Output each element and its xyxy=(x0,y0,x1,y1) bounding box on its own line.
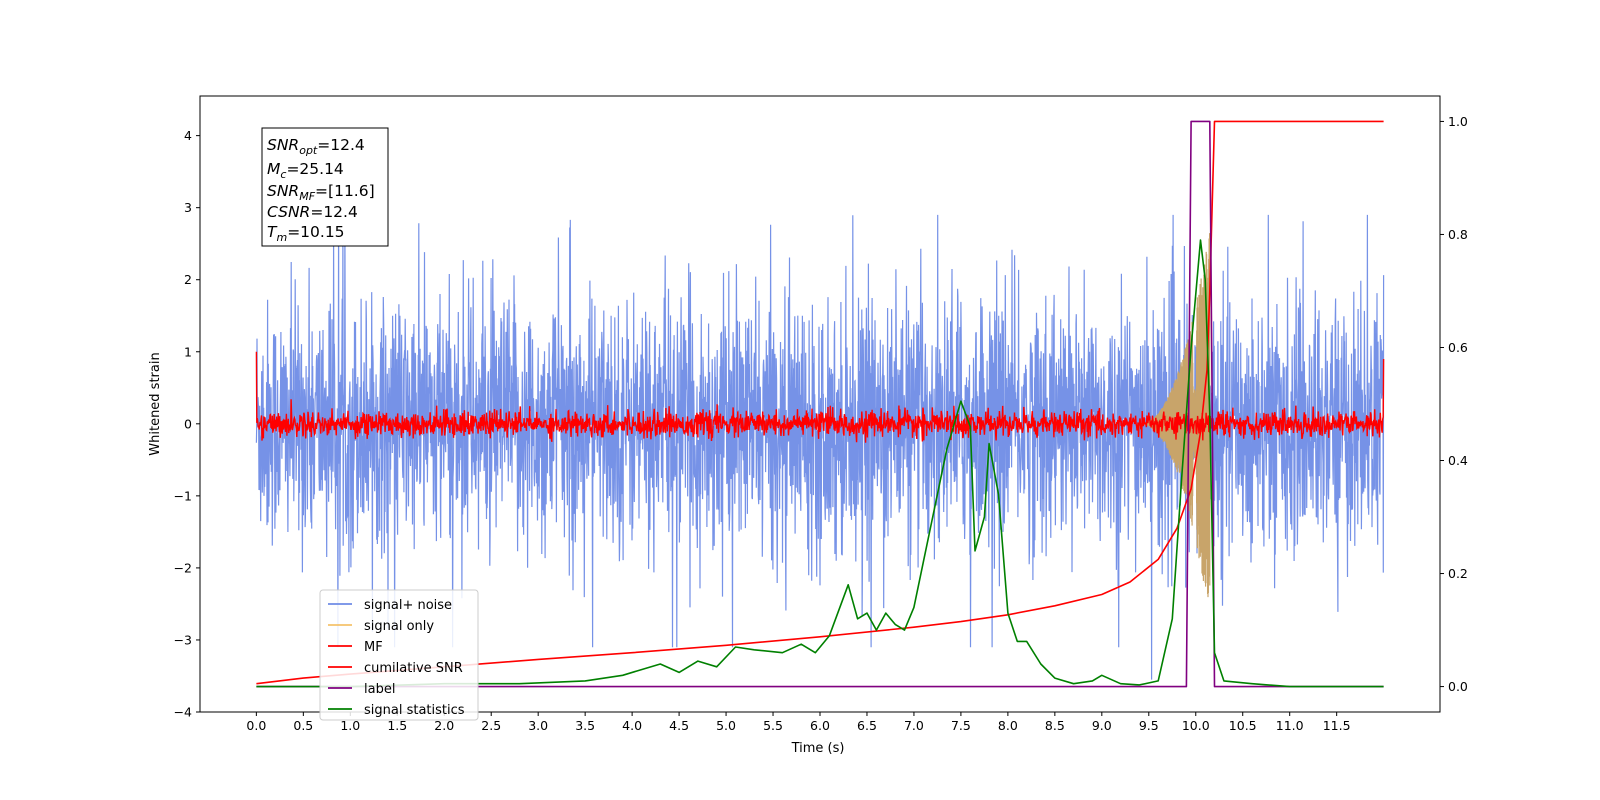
legend-label-signal-only: signal only xyxy=(364,619,434,634)
x-tick-label: 0.5 xyxy=(293,718,313,733)
info-mc: Mc=25.14 xyxy=(267,160,344,181)
y2-tick-label: 0.2 xyxy=(1448,566,1468,581)
legend-entry-signal-noise: signal+ noise xyxy=(328,598,452,613)
y-tick-label: 0 xyxy=(184,416,192,431)
series-label xyxy=(256,120,1384,688)
x-tick-label: 5.0 xyxy=(716,718,736,733)
x-tick-label: 6.5 xyxy=(857,718,877,733)
series-cumulative-snr xyxy=(256,120,1384,685)
x-tick-label: 11.0 xyxy=(1276,718,1304,733)
info-snr-mf-value: =[11.6] xyxy=(315,182,375,200)
info-csnr-value: =12.4 xyxy=(310,203,358,221)
legend-entry-signal-only: signal only xyxy=(328,619,434,634)
x-tick-label: 10.5 xyxy=(1229,718,1257,733)
info-mc-base: M xyxy=(267,160,280,178)
y-tick-label: 1 xyxy=(184,344,192,359)
x-tick-label: 9.5 xyxy=(1139,718,1159,733)
x-axis-ticks: 0.0 0.5 1.0 1.5 2.0 2.5 3.0 3.5 4.0 4.5 5.0 5.5 6.0 6… xyxy=(246,712,1351,733)
info-snr-opt: SNRopt=12.4 xyxy=(267,136,365,157)
info-box: SNRopt=12.4 Mc=25.14 SNRMF=[11.6] CSNR=1… xyxy=(261,127,389,247)
x-tick-label: 1.5 xyxy=(387,718,407,733)
info-snr-opt-base: SNR xyxy=(267,136,299,154)
legend-label-signal-statistics: signal statistics xyxy=(364,703,465,718)
x-tick-label: 9.0 xyxy=(1092,718,1112,733)
x-tick-label: 3.5 xyxy=(575,718,595,733)
legend-entry-label: label xyxy=(328,682,395,697)
y-axis-ticks: −4 −3 −2 −1 0 1 2 3 4 xyxy=(174,128,200,720)
x-axis-label: Time (s) xyxy=(791,741,845,756)
legend-entry-cumulative-snr: cumilative SNR xyxy=(328,661,463,676)
info-snr-opt-sub: opt xyxy=(299,144,318,157)
y-tick-label: −2 xyxy=(174,560,192,575)
y2-axis-ticks: 0.0 0.2 0.4 0.6 0.8 1.0 xyxy=(1440,114,1468,694)
y2-tick-label: 0.0 xyxy=(1448,679,1468,694)
series-mf xyxy=(255,351,1385,443)
y-tick-label: −3 xyxy=(174,632,192,647)
x-tick-label: 0.0 xyxy=(246,718,266,733)
x-tick-label: 11.5 xyxy=(1323,718,1351,733)
legend: signal+ noise signal only MF cumilative … xyxy=(319,589,479,721)
y-axis-label: Whitened strain xyxy=(148,352,163,455)
info-tm-base: T xyxy=(267,223,278,241)
info-tm-sub: m xyxy=(276,231,287,244)
x-tick-label: 5.5 xyxy=(763,718,783,733)
x-tick-label: 10.0 xyxy=(1182,718,1210,733)
plot-content xyxy=(255,120,1385,688)
legend-entry-signal-statistics: signal statistics xyxy=(328,703,465,718)
series-signal-statistics xyxy=(256,239,1384,688)
y-tick-label: 4 xyxy=(184,128,192,143)
legend-label-signal-noise: signal+ noise xyxy=(364,598,452,613)
info-mc-value: =25.14 xyxy=(286,160,343,178)
x-tick-label: 7.0 xyxy=(904,718,924,733)
info-snr-mf: SNRMF=[11.6] xyxy=(267,182,375,203)
legend-label-cumulative-snr: cumilative SNR xyxy=(364,661,463,676)
x-tick-label: 6.0 xyxy=(810,718,830,733)
x-tick-label: 8.0 xyxy=(998,718,1018,733)
x-tick-label: 2.5 xyxy=(481,718,501,733)
y-tick-label: −1 xyxy=(174,488,192,503)
x-tick-label: 3.0 xyxy=(528,718,548,733)
x-tick-label: 4.0 xyxy=(622,718,642,733)
legend-entry-mf: MF xyxy=(328,640,383,655)
legend-label-label: label xyxy=(364,682,395,697)
legend-label-mf: MF xyxy=(364,640,383,655)
y2-tick-label: 1.0 xyxy=(1448,114,1468,129)
info-snr-mf-sub: MF xyxy=(299,190,315,203)
y2-tick-label: 0.4 xyxy=(1448,453,1468,468)
y-tick-label: 3 xyxy=(184,200,192,215)
info-tm-value: =10.15 xyxy=(287,223,344,241)
y2-tick-label: 0.6 xyxy=(1448,340,1468,355)
info-tm: Tm=10.15 xyxy=(267,223,345,244)
x-tick-label: 8.5 xyxy=(1045,718,1065,733)
x-tick-label: 1.0 xyxy=(340,718,360,733)
x-tick-label: 4.5 xyxy=(669,718,689,733)
info-snr-opt-value: =12.4 xyxy=(317,136,365,154)
info-csnr: CSNR=12.4 xyxy=(267,203,358,221)
y2-tick-label: 0.8 xyxy=(1448,227,1468,242)
y-tick-label: 2 xyxy=(184,272,192,287)
y-tick-label: −4 xyxy=(174,705,192,720)
x-tick-label: 7.5 xyxy=(951,718,971,733)
x-tick-label: 2.0 xyxy=(434,718,454,733)
info-csnr-base: CSNR xyxy=(267,203,310,221)
info-snr-mf-base: SNR xyxy=(267,182,299,200)
info-mc-sub: c xyxy=(280,168,286,181)
